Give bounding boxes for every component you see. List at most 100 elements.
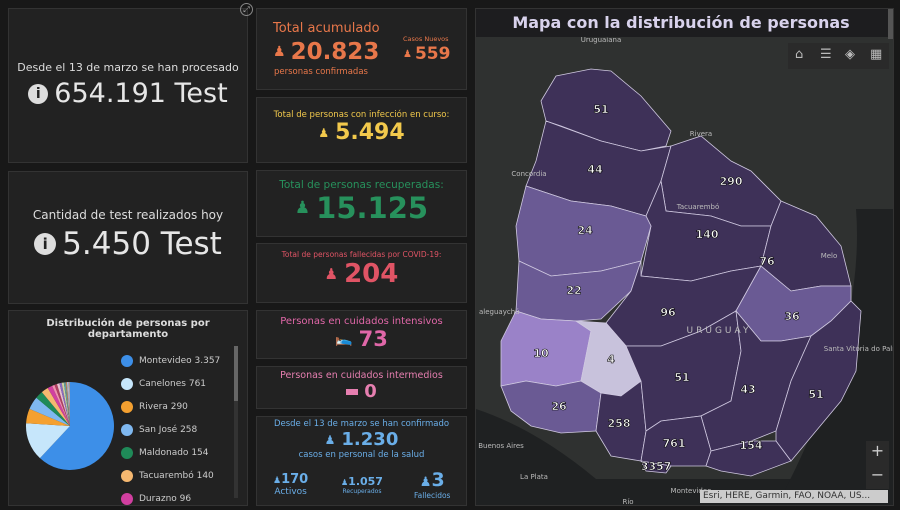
layers-icon[interactable]: ◈: [845, 47, 855, 62]
salud-value: 1.230: [341, 429, 398, 450]
map-title: Mapa con la distribución de personas: [476, 13, 886, 32]
place-label: Santa Vitória do Palmar: [824, 345, 894, 353]
place-label: aleguaychú: [479, 308, 520, 316]
en-curso-label: Total de personas con infección en curso…: [257, 110, 466, 120]
legend-value: 3.357: [195, 356, 221, 366]
zoom-in-button[interactable]: +: [866, 441, 889, 465]
legend-label: Maldonado: [139, 448, 188, 458]
map-scrollbar[interactable]: [888, 9, 893, 39]
expand-icon[interactable]: ⤢: [240, 3, 253, 16]
person-icon: ♟: [273, 476, 281, 486]
department-count: 26: [551, 400, 567, 413]
department-count: 3357: [641, 460, 672, 473]
legend-swatch: [121, 447, 133, 459]
home-icon[interactable]: ⌂: [795, 47, 803, 62]
tests-total-value: 654.191 Test: [54, 78, 227, 109]
en-curso-panel: Total de personas con infección en curso…: [256, 97, 467, 163]
legend-swatch: [121, 378, 133, 390]
department-count: 51: [674, 371, 689, 384]
legend-item[interactable]: Rivera 290: [121, 395, 220, 418]
legend-item[interactable]: Montevideo 3.357: [121, 349, 220, 372]
department-count: 51: [808, 388, 823, 401]
legend-value: 290: [171, 402, 188, 412]
legend-list-icon[interactable]: ☰: [820, 47, 832, 62]
salud-fallecidos-label: Fallecidos: [414, 491, 450, 500]
pie-chart-panel: Distribución de personas por departament…: [8, 310, 248, 506]
legend-scrollbar[interactable]: [234, 346, 238, 498]
salud-activos-label: Activos: [273, 487, 308, 497]
legend-item[interactable]: Durazno 96: [121, 487, 220, 510]
intensivos-panel: Personas en cuidados intensivos 🛌 73: [256, 310, 467, 359]
legend-label: Canelones: [139, 379, 186, 389]
legend-swatch: [121, 470, 133, 482]
place-label: Rivera: [690, 130, 712, 138]
department-count: 761: [663, 437, 686, 450]
person-icon: ♟: [403, 49, 412, 60]
salud-sub: casos en personal de la salud: [257, 450, 466, 460]
department-count: 43: [740, 383, 755, 396]
person-icon: ♟: [295, 198, 310, 218]
department-count: 140: [696, 228, 719, 241]
tests-total-panel: Desde el 13 de marzo se han procesado i …: [8, 8, 248, 163]
basemap-gallery-icon[interactable]: ▦: [870, 47, 882, 62]
person-icon: ♟: [420, 475, 432, 490]
legend-label: Durazno: [139, 494, 177, 504]
department-count: 44: [587, 163, 603, 176]
intensivos-label: Personas en cuidados intensivos: [257, 316, 466, 327]
person-icon: ♟: [318, 126, 329, 140]
acumulado-sub: personas confirmadas: [274, 67, 368, 77]
place-label: URUGUAY: [687, 326, 752, 336]
legend-label: San José: [139, 425, 177, 435]
fallecidas-panel: Total de personas fallecidas por COVID-1…: [256, 243, 467, 303]
tests-today-panel: Cantidad de test realizados hoy i 5.450 …: [8, 171, 248, 304]
legend-swatch: [121, 401, 133, 413]
intensivos-value: 73: [359, 327, 388, 351]
bed-icon: [346, 389, 358, 395]
salud-recuperados: 1.057: [348, 475, 383, 488]
place-label: Tacuarembó: [676, 203, 720, 211]
salud-activos: 170: [281, 472, 308, 487]
legend-label: Rivera: [139, 402, 168, 412]
legend-value: 96: [180, 494, 191, 504]
legend-swatch: [121, 493, 133, 505]
en-curso-value: 5.494: [335, 120, 405, 145]
acumulado-label: Total acumulado: [273, 21, 380, 36]
new-cases-label: Casos Nuevos: [403, 35, 449, 43]
department-count: 51: [593, 103, 608, 116]
salud-label: Desde el 13 de marzo se han confirmado: [257, 419, 466, 429]
place-label: Río: [622, 498, 633, 506]
recuperadas-label: Total de personas recuperadas:: [257, 179, 466, 191]
legend-value: 140: [197, 471, 214, 481]
intermedios-value: 0: [364, 381, 377, 402]
person-icon: ♟: [325, 265, 338, 283]
zoom-out-button[interactable]: −: [866, 465, 889, 489]
acumulado-panel: Total acumulado ♟ 20.823 personas confir…: [256, 8, 467, 90]
map-attribution[interactable]: Esri, HERE, Garmin, FAO, NOAA, US...: [700, 490, 888, 503]
info-icon: i: [28, 84, 48, 104]
acumulado-value: 20.823: [291, 39, 380, 65]
department-count: 24: [577, 224, 593, 237]
bed-icon: 🛌: [335, 331, 352, 347]
department-count: 76: [759, 255, 775, 268]
person-icon: ♟: [273, 44, 286, 60]
legend-item[interactable]: Maldonado 154: [121, 441, 220, 464]
info-icon: i: [34, 233, 56, 255]
place-label: Melo: [821, 252, 838, 260]
fallecidas-label: Total de personas fallecidas por COVID-1…: [257, 250, 466, 259]
person-icon: ♟: [325, 433, 336, 447]
recuperadas-panel: Total de personas recuperadas: ♟15.125: [256, 170, 467, 237]
legend-item[interactable]: Tacuarembó 140: [121, 464, 220, 487]
place-label: La Plata: [520, 473, 548, 481]
department-count: 22: [566, 284, 581, 297]
legend-item[interactable]: Canelones 761: [121, 372, 220, 395]
legend-label: Tacuarembó: [139, 471, 194, 481]
place-label: Uruguaiana: [581, 36, 622, 44]
new-cases-value: 559: [415, 44, 451, 64]
legend-value: 761: [189, 379, 206, 389]
department-count: 10: [533, 347, 549, 360]
department-count: 36: [784, 310, 800, 323]
legend-item[interactable]: San José 258: [121, 418, 220, 441]
legend-label: Montevideo: [139, 356, 192, 366]
